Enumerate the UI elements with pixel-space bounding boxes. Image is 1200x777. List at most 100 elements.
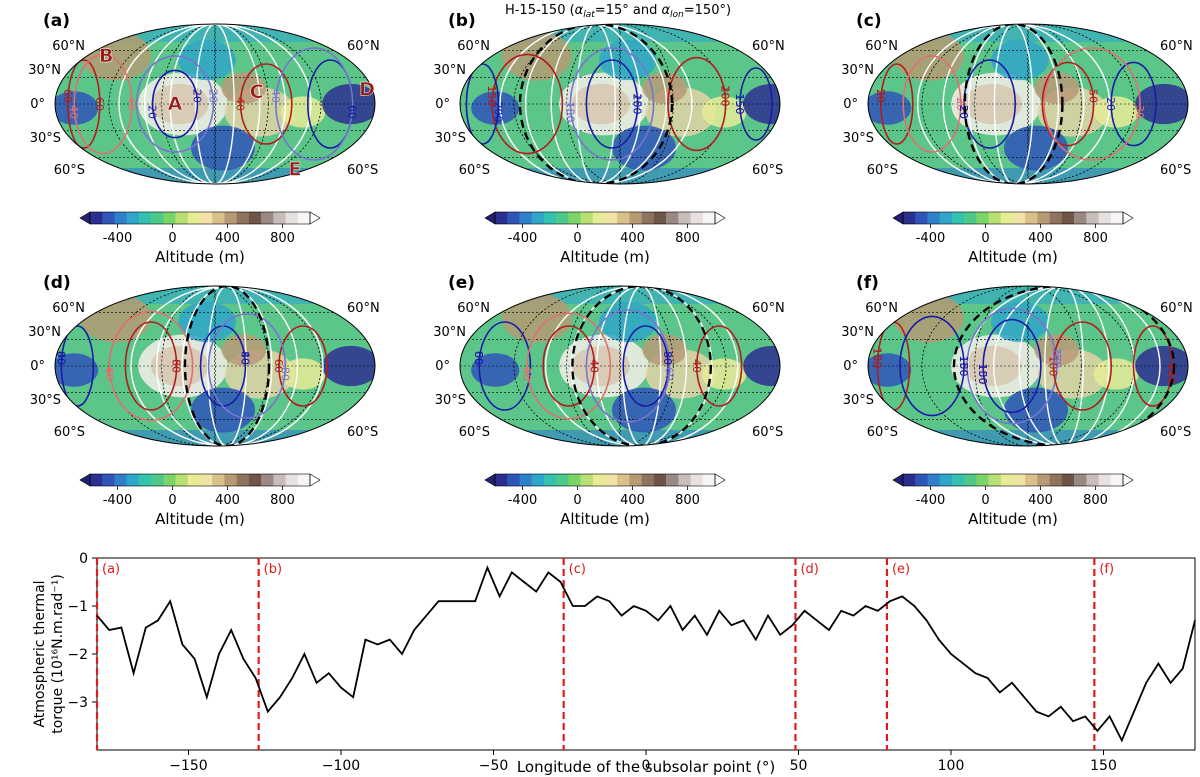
- contour-label: 20: [190, 89, 203, 103]
- colorbar-segment: [1025, 212, 1038, 224]
- contour-label: 20: [957, 105, 970, 119]
- contour-label: 150: [733, 94, 746, 115]
- colorbar-segment: [678, 474, 691, 486]
- latitude-label: 60°N: [347, 301, 380, 316]
- y-axis-label-line: torque (10¹⁶N.m.rad⁻¹): [50, 574, 66, 734]
- colorbar-segment: [543, 212, 557, 224]
- latitude-label: 60°S: [459, 163, 490, 178]
- colorbar-tick-label: 0: [168, 231, 176, 246]
- colorbar-segment: [951, 212, 965, 224]
- torque-contour: [585, 59, 639, 149]
- contour-label: 30: [954, 97, 967, 111]
- colorbar-segment: [1000, 474, 1014, 486]
- colorbar-tick-label: 400: [1028, 493, 1053, 508]
- insolation-contour: [181, 286, 273, 446]
- colorbar-segment: [224, 474, 237, 486]
- colorbar-segment: [666, 212, 679, 224]
- contour-label: 40: [587, 359, 600, 373]
- colorbar-tick-label: -400: [508, 493, 538, 508]
- latitude-label: 60°S: [867, 425, 898, 440]
- altitude-colorbar: -400 0 400 800 Altitude (m): [892, 473, 1134, 528]
- latitude-label: 60°N: [865, 39, 898, 54]
- colorbar-extend-low: [892, 473, 904, 487]
- contour-label: 100: [563, 102, 576, 123]
- title-alpha-lon: α: [661, 3, 670, 18]
- contour-label: 60: [272, 359, 285, 373]
- colorbar-segment: [653, 474, 667, 486]
- colorbar-segment: [1110, 212, 1124, 224]
- latitude-label: 60°N: [457, 39, 490, 54]
- colorbar-segment: [988, 212, 1002, 224]
- snapshot-marker-label: (e): [892, 562, 910, 577]
- latitude-label: 30°N: [433, 325, 466, 340]
- colorbar-label: Altitude (m): [560, 248, 650, 266]
- contour-label: 80: [661, 351, 674, 365]
- snapshot-marker-label: (f): [1099, 562, 1114, 577]
- colorbar-tick-label: 800: [270, 493, 295, 508]
- colorbar-segment: [200, 212, 213, 224]
- colorbar-segment: [163, 212, 176, 224]
- colorbar-segment: [927, 474, 940, 486]
- terminator-line: [518, 24, 674, 184]
- contour-label: 40: [54, 351, 67, 365]
- colorbar-label: Altitude (m): [155, 248, 245, 266]
- terrain-blob: [1093, 358, 1139, 390]
- x-tick-label: −50: [479, 758, 509, 774]
- colorbar-segment: [90, 474, 103, 486]
- map-outline: [867, 23, 1189, 185]
- title-sub-lon: lon: [670, 10, 684, 20]
- x-tick-label: 50: [790, 758, 808, 774]
- colorbar-segment: [915, 212, 928, 224]
- colorbar-segment: [151, 212, 164, 224]
- contour-label: 150: [631, 94, 644, 115]
- contour-label: 50: [874, 89, 887, 103]
- colorbar-segment: [629, 212, 642, 224]
- colorbar-segment: [903, 212, 916, 224]
- colorbar-frame: [494, 211, 716, 225]
- torque-contour: [982, 318, 1042, 414]
- latitude-label: 30°N: [28, 325, 61, 340]
- colorbar-segment: [641, 212, 655, 224]
- colorbar-segment: [1000, 212, 1014, 224]
- colorbar-segment: [1025, 474, 1038, 486]
- contour-label: 60: [472, 351, 485, 365]
- contour-label: 60: [520, 367, 533, 381]
- torque-contour: [151, 69, 199, 139]
- terminator-line: [963, 24, 1064, 184]
- contour-label: 60: [61, 89, 74, 103]
- latitude-label: 60°S: [54, 163, 85, 178]
- colorbar-extend-low: [79, 211, 91, 225]
- colorbar-segment: [1098, 212, 1112, 224]
- title-alpha-lat: α: [575, 3, 584, 18]
- contour-label: 20: [954, 97, 967, 111]
- colorbar-tick-label: -400: [916, 493, 946, 508]
- insolation-contour: [968, 24, 1060, 184]
- snapshot-marker-label: (c): [569, 562, 586, 577]
- colorbar-segment: [297, 474, 311, 486]
- terrain-blob: [868, 353, 912, 387]
- contour-label: 150: [957, 356, 970, 377]
- torque-contour: [1043, 47, 1141, 161]
- contour-label: 150: [485, 86, 498, 107]
- contour-label: 60: [102, 367, 115, 381]
- latitude-label: 60°S: [54, 425, 85, 440]
- altitude-colorbar: -400 0 400 800 Altitude (m): [892, 211, 1134, 266]
- colorbar-tick-label: 800: [675, 231, 700, 246]
- contour-label: 200: [631, 94, 644, 115]
- y-tick-label: −1: [67, 599, 88, 615]
- insolation-contour: [1044, 286, 1084, 446]
- torque-contour: [239, 63, 293, 145]
- contour-label: 80: [278, 367, 291, 381]
- torque-contour: [60, 325, 95, 407]
- panel-tag: (d): [43, 273, 71, 293]
- colorbar-segment: [126, 474, 140, 486]
- colorbar-label: Altitude (m): [968, 248, 1058, 266]
- colorbar-segment: [976, 212, 989, 224]
- snapshot-marker-label: (a): [102, 562, 120, 577]
- latitude-label: 30°S: [435, 131, 466, 146]
- region-label: D: [359, 79, 375, 101]
- torque-line-chart: −150 −100 −50 0 50 100 150 −3 −2 −1 0 (a) (b) (c) (d) (…: [32, 551, 1196, 776]
- latitude-label: 60°N: [347, 39, 380, 54]
- latitude-label: 30°N: [841, 325, 874, 340]
